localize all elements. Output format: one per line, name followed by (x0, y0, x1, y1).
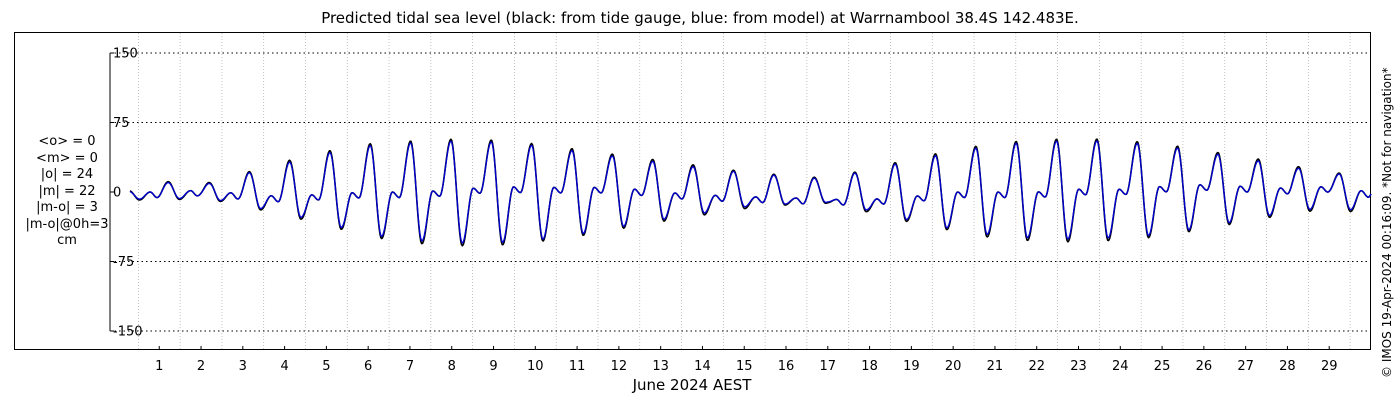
chart-title: Predicted tidal sea level (black: from t… (321, 9, 1079, 27)
stat-abs-model: |m| = 22 (38, 183, 96, 199)
x-tick-label: 7 (406, 359, 414, 374)
statistics-panel: <o> = 0 <m> = 0 |o| = 24 |m| = 22 |m-o| … (22, 134, 112, 250)
x-tick-label: 16 (778, 359, 795, 374)
x-tick-label: 27 (1237, 359, 1254, 374)
stat-mean-observed: <o> = 0 (38, 134, 96, 149)
y-tick-label: 0 (113, 186, 121, 201)
x-tick-label: 29 (1321, 359, 1338, 374)
x-tick-label: 23 (1070, 359, 1087, 374)
x-tick-label: 4 (280, 359, 288, 374)
x-tick-label: 22 (1028, 359, 1045, 374)
x-tick-label: 5 (322, 359, 330, 374)
x-tick-label: 8 (448, 359, 456, 374)
stat-difference-at-0h: |m-o|@0h=3 (25, 216, 109, 232)
x-tick-label: 24 (1112, 359, 1129, 374)
y-tick-label: 150 (113, 47, 138, 62)
y-tick-label: -75 (113, 255, 134, 270)
x-tick-label: 17 (820, 359, 837, 374)
x-tick-label: 11 (569, 359, 586, 374)
x-tick-label: 15 (736, 359, 753, 374)
y-tick-label: -150 (113, 325, 143, 340)
stat-abs-difference: |m-o| = 3 (36, 200, 98, 215)
x-tick-label: 14 (694, 359, 711, 374)
x-tick-label: 25 (1154, 359, 1171, 374)
x-tick-label: 13 (652, 359, 669, 374)
x-tick-label: 21 (987, 359, 1004, 374)
x-tick-label: 9 (489, 359, 497, 374)
x-tick-label: 19 (903, 359, 920, 374)
x-tick-label: 2 (197, 359, 205, 374)
x-tick-label: 10 (527, 359, 544, 374)
x-tick-label: 1 (155, 359, 163, 374)
x-tick-label: 3 (239, 359, 247, 374)
y-tick-label: 75 (113, 116, 130, 131)
x-tick-label: 18 (861, 359, 878, 374)
x-axis-label: June 2024 AEST (632, 376, 752, 394)
plot-frame (14, 32, 1371, 350)
x-tick-label: 12 (611, 359, 628, 374)
x-tick-label: 20 (945, 359, 962, 374)
stat-mean-model: <m> = 0 (36, 150, 98, 166)
x-tick-label: 26 (1196, 359, 1213, 374)
stat-abs-observed: |o| = 24 (40, 167, 94, 182)
x-tick-label: 28 (1279, 359, 1296, 374)
observed-series-line (129, 138, 1372, 247)
credit-text: © IMOS 19-Apr-2024 00:16:09. *Not for na… (1380, 67, 1394, 378)
x-tick-label: 6 (364, 359, 372, 374)
model-series-line (129, 140, 1372, 244)
stat-unit: cm (57, 233, 77, 248)
